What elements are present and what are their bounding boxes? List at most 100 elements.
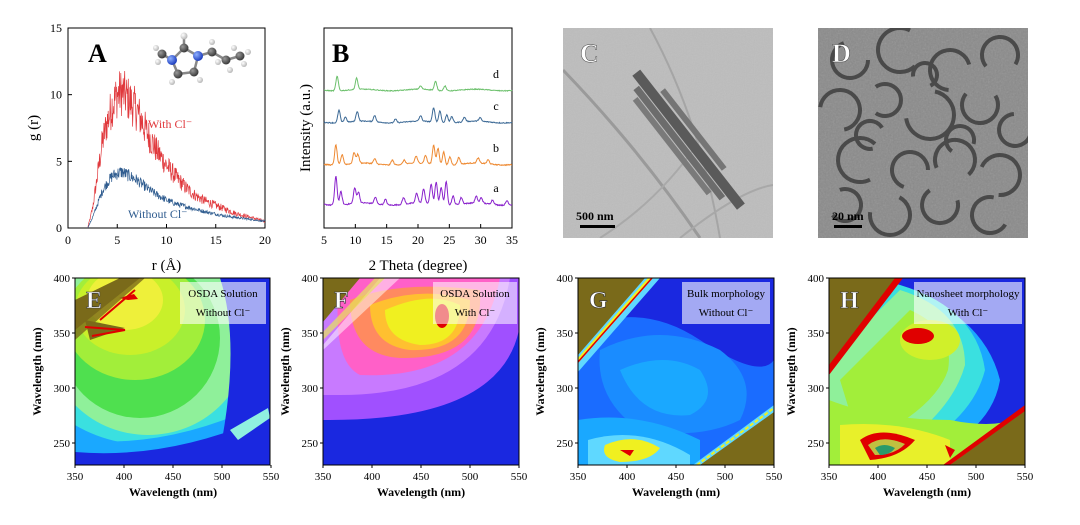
f-xtick-label: 450 (413, 471, 430, 483)
g-xtick-label: 550 (766, 471, 783, 483)
scalebar-d: 20 nm (832, 209, 864, 223)
b-series-label: c (493, 99, 498, 113)
nanosheet-ring (836, 136, 877, 184)
f-ytick-label: 250 (302, 438, 319, 450)
h-xlabel: Wavelength (nm) (883, 485, 971, 499)
b-series-label: d (493, 67, 499, 81)
f-xtick-label: 400 (364, 471, 381, 483)
panel-f-caption-1: OSDA Solution (440, 288, 510, 300)
b-xtick-label: 25 (443, 233, 455, 247)
g-xtick-label: 500 (717, 471, 734, 483)
b-series-d (323, 75, 513, 92)
e-xtick-label: 450 (165, 471, 182, 483)
nanosheet-ring (997, 112, 1028, 148)
h-xtick-label: 500 (968, 471, 985, 483)
a-series-0 (87, 70, 266, 229)
nanosheet-ring (876, 28, 917, 74)
f-xtick-label: 350 (315, 471, 332, 483)
e-xtick-label: 500 (214, 471, 231, 483)
e-xlabel: Wavelength (nm) (129, 485, 217, 499)
panel-b-label: B (332, 39, 349, 68)
b-series-label: a (493, 181, 499, 195)
e-xtick-label: 550 (263, 471, 280, 483)
g-ytick-label: 250 (557, 438, 574, 450)
g-ytick-label: 350 (557, 328, 574, 340)
g-ylabel: Wavelength (nm) (533, 327, 547, 415)
b-series-a (323, 175, 513, 207)
h-ytick-label: 250 (808, 438, 825, 450)
a-xtick-label: 15 (210, 233, 222, 247)
panel-a: 0 5 10 15 20 0 5 10 15 r (Å) g (r) A With Cl⁻ With… (26, 21, 271, 274)
panel-e-caption-2: Without Cl⁻ (196, 307, 251, 319)
g-xlabel: Wavelength (nm) (632, 485, 720, 499)
panel-e-label: E (86, 288, 102, 314)
f-ytick-label: 350 (302, 328, 319, 340)
panel-e-caption-box (180, 282, 266, 324)
b-xlabel: 2 Theta (degree) (369, 258, 468, 274)
a-series-1 (87, 167, 266, 229)
panel-f-caption-2: With Cl⁻ (455, 307, 496, 319)
b-xtick-label: 30 (475, 233, 487, 247)
nanosheet-ring (830, 41, 870, 80)
h-xtick-label: 400 (870, 471, 887, 483)
panel-g-caption-2: Without Cl⁻ (699, 307, 754, 319)
scalebar-c: 500 nm (576, 209, 614, 223)
panel-c-label: C (580, 39, 599, 68)
a-ytick-label: 0 (56, 221, 62, 235)
panel-h-caption-box (914, 282, 1022, 324)
b-xtick-label: 15 (381, 233, 393, 247)
nanosheet-ring (818, 88, 862, 132)
nanosheet-ring (979, 153, 1022, 198)
without-cl-label: Without Cl⁻ (128, 207, 188, 221)
nanosheet-ring (874, 82, 903, 118)
f-xtick-label: 500 (462, 471, 479, 483)
h-xtick-label: 350 (821, 471, 838, 483)
nanosheet-ring (890, 150, 930, 189)
e-ytick-label: 250 (54, 438, 71, 450)
a-xtick-label: 0 (65, 233, 71, 247)
b-xtick-label: 5 (321, 233, 327, 247)
e-ytick-label: 300 (54, 383, 71, 395)
f-xlabel: Wavelength (nm) (377, 485, 465, 499)
molecule-icon (153, 32, 251, 85)
b-ylabel: Intensity (a.u.) (298, 84, 314, 172)
nanosheet-ring (911, 61, 939, 88)
g-ytick-label: 300 (557, 383, 574, 395)
h-xtick-label: 450 (919, 471, 936, 483)
a-ylabel: g (r) (26, 115, 42, 141)
panel-f-caption-box (433, 282, 517, 324)
nanosheet-ring (970, 195, 1007, 235)
g-xtick-label: 350 (570, 471, 587, 483)
e-ytick-label: 350 (54, 328, 71, 340)
a-xtick-label: 20 (259, 233, 271, 247)
panel-g-heatmap: Bulk morphology Without Cl⁻ G 350 400 450 5… (533, 273, 783, 499)
nanosheet-ring (920, 188, 960, 226)
panel-g-caption-box (682, 282, 770, 324)
e-xtick-label: 400 (116, 471, 133, 483)
g-xtick-label: 450 (668, 471, 685, 483)
h-ytick-label: 300 (808, 383, 825, 395)
panel-g-caption-1: Bulk morphology (687, 288, 765, 300)
panel-d-micrograph: D 20 nm (818, 28, 1028, 238)
a-ytick-label: 5 (56, 154, 62, 168)
f-ylabel: Wavelength (nm) (278, 327, 292, 415)
nanosheet-ring (933, 137, 977, 177)
a-xtick-label: 10 (161, 233, 173, 247)
panel-g-label: G (589, 288, 608, 314)
f-ytick-label: 300 (302, 383, 319, 395)
b-series-label: b (493, 141, 499, 155)
panel-f-heatmap: OSDA Solution With Cl⁻ F 350 400 450 500 550… (278, 273, 528, 499)
b-xtick-label: 20 (412, 233, 424, 247)
g-xtick-label: 400 (619, 471, 636, 483)
panel-a-label: A (88, 39, 107, 68)
panel-h-caption-1: Nanosheet morphology (917, 288, 1020, 300)
nanosheet-ring (944, 124, 977, 153)
with-cl-label: With Cl⁻ (148, 117, 192, 131)
nanosheet-ring (980, 34, 1020, 68)
panel-f-label: F (334, 288, 349, 314)
a-ytick-label: 10 (50, 88, 62, 102)
a-ytick-label: 15 (50, 21, 62, 35)
nanosheet-ring (831, 187, 864, 223)
panel-h-heatmap: Nanosheet morphology With Cl⁻ H 350 400 45… (784, 273, 1034, 499)
